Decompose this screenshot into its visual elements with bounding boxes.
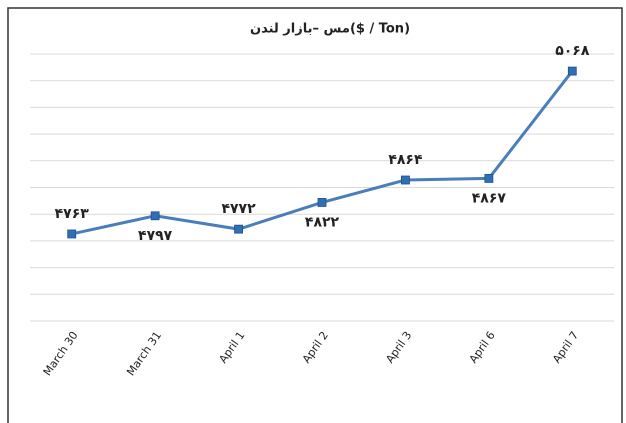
data-label: ۴۸۶۷ xyxy=(472,190,507,206)
marker xyxy=(567,66,577,76)
data-label: ۴۷۷۲ xyxy=(221,201,256,217)
chart-title: مس –بازار لندن($ / Ton) xyxy=(250,22,410,37)
marker xyxy=(67,229,77,239)
marker xyxy=(150,211,160,221)
data-label: ۴۷۶۳ xyxy=(55,206,90,222)
marker xyxy=(234,224,243,234)
data-label: ۴۸۲۲ xyxy=(305,214,340,230)
data-label: ۵۰۶۸ xyxy=(555,43,590,59)
data-label: ۴۷۹۷ xyxy=(138,228,173,244)
marker xyxy=(317,198,327,207)
marker xyxy=(484,174,494,183)
chart-frame xyxy=(7,7,623,423)
data-label: ۴۸۶۴ xyxy=(388,152,423,168)
marker xyxy=(401,175,410,185)
